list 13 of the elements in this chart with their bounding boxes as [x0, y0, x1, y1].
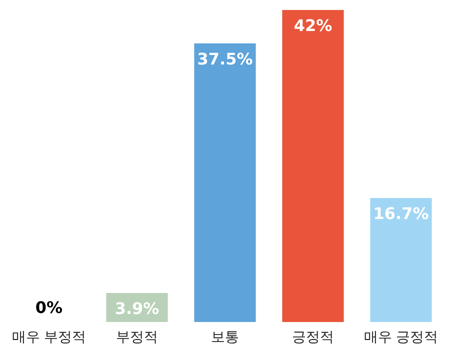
x-tick-label: 매우 부정적 [12, 330, 86, 346]
data-label: 16.7% [373, 204, 429, 223]
x-tick-label: 보통 [211, 330, 239, 346]
data-label: 42% [294, 16, 332, 35]
bar [194, 43, 256, 322]
data-label: 3.9% [114, 299, 160, 318]
x-tick-label: 매우 긍정적 [364, 330, 438, 346]
x-tick-label: 부정적 [116, 330, 158, 346]
data-label: 37.5% [197, 49, 253, 68]
bar [370, 198, 432, 322]
x-tick-label: 긍정적 [292, 330, 334, 346]
data-label: 0% [35, 298, 63, 317]
bar [282, 10, 344, 322]
